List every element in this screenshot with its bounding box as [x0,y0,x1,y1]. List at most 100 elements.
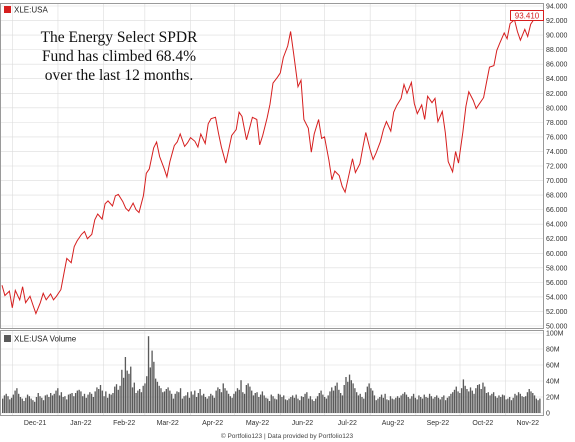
volume-bar [240,380,242,413]
volume-bar [99,385,102,413]
volume-bar [453,389,456,413]
volume-bar [85,397,87,413]
volume-bar [53,393,55,413]
volume-bar [524,396,527,413]
footer-credit: © Portfolio123 | Data provided by Portfo… [221,432,354,440]
volume-bar [249,386,251,413]
price-y-tick-label: 52.000 [546,309,568,316]
volume-bar [460,388,463,413]
volume-bar [156,381,159,413]
last-value-badge: 93.410 [510,10,544,21]
volume-bar [206,398,208,413]
volume-bar [41,397,43,413]
volume-bar [503,395,505,413]
volume-bar [114,386,116,413]
price-y-tick-label: 70.000 [546,178,568,185]
volume-bar [420,397,422,413]
volume-bar [496,397,498,413]
volume-bar [110,394,112,413]
x-tick-label: Nov-22 [516,420,539,427]
volume-bar [457,391,459,413]
volume-bar [279,394,281,413]
callout-annotation: The Energy Select SPDR Fund has climbed … [41,29,199,84]
volume-bar [137,390,139,413]
volume-bar [274,398,276,413]
volume-bar [217,387,219,413]
volume-bar [517,392,520,413]
volume-bar [505,399,507,413]
volume-bar [446,397,449,413]
volume-bar [210,393,212,413]
volume-bar [441,397,443,413]
volume-bar [226,390,228,413]
volume-bar [146,376,148,413]
volume-bar [510,400,513,413]
volume-bar [288,398,290,413]
price-legend-swatch [4,6,11,13]
volume-bar [154,378,157,413]
volume-bar [18,393,20,413]
volume-bar [119,385,121,413]
volume-bar [62,397,64,413]
volume-bar [320,390,322,413]
volume-bar [455,386,457,413]
volume-bar [89,392,91,413]
volume-bar [74,393,77,413]
volume-bar [512,397,514,413]
volume-bar [332,390,335,413]
volume-bar [10,397,13,413]
volume-bar [174,393,176,413]
volume-bar [259,394,262,413]
volume-bar [162,392,164,413]
volume-bar [227,393,230,413]
volume-bar [243,393,246,413]
volume-bar [115,384,118,413]
price-y-tick-label: 86.000 [546,62,568,69]
volume-bar [16,388,18,413]
volume-bar [220,392,223,413]
volume-bar [309,396,312,413]
volume-bar [473,393,475,413]
volume-bar [236,388,239,413]
volume-bar [331,387,333,413]
volume-bar [434,397,436,413]
volume-bar [402,393,404,413]
volume-bar [368,383,370,413]
price-y-tick-label: 58.000 [546,265,568,272]
volume-bar [379,397,381,413]
volume-bar [153,361,155,413]
volume-bar [245,385,248,413]
volume-bar [436,395,438,413]
volume-bar [199,389,201,413]
volume-bar [58,395,61,413]
volume-bar [466,389,468,413]
volume-bar [416,399,418,413]
volume-bars [2,336,541,413]
volume-bar [105,391,107,413]
volume-bar [283,395,285,413]
price-y-tick-label: 76.000 [546,134,568,141]
volume-bar [373,395,376,413]
volume-bar [304,393,306,413]
volume-bar [439,399,441,413]
volume-bar [478,384,481,413]
price-y-tick-label: 82.000 [546,91,568,98]
volume-bar [204,397,207,413]
volume-bar [122,377,125,413]
volume-bar [176,391,178,413]
price-y-tick-label: 56.000 [546,280,568,287]
volume-bar [83,393,86,413]
volume-bar [350,380,352,413]
volume-bar [366,386,368,413]
volume-bar [293,397,296,413]
volume-bar [144,383,146,413]
volume-bar [516,395,518,413]
price-y-tick-label: 92.000 [546,18,568,25]
volume-bar [423,394,425,413]
callout-line-3: over the last 12 months. [45,67,194,84]
volume-bar [313,401,315,413]
volume-bar [459,393,461,413]
volume-legend: XLE:USA Volume [4,335,77,344]
volume-bar [418,395,420,413]
volume-bar [101,390,103,413]
